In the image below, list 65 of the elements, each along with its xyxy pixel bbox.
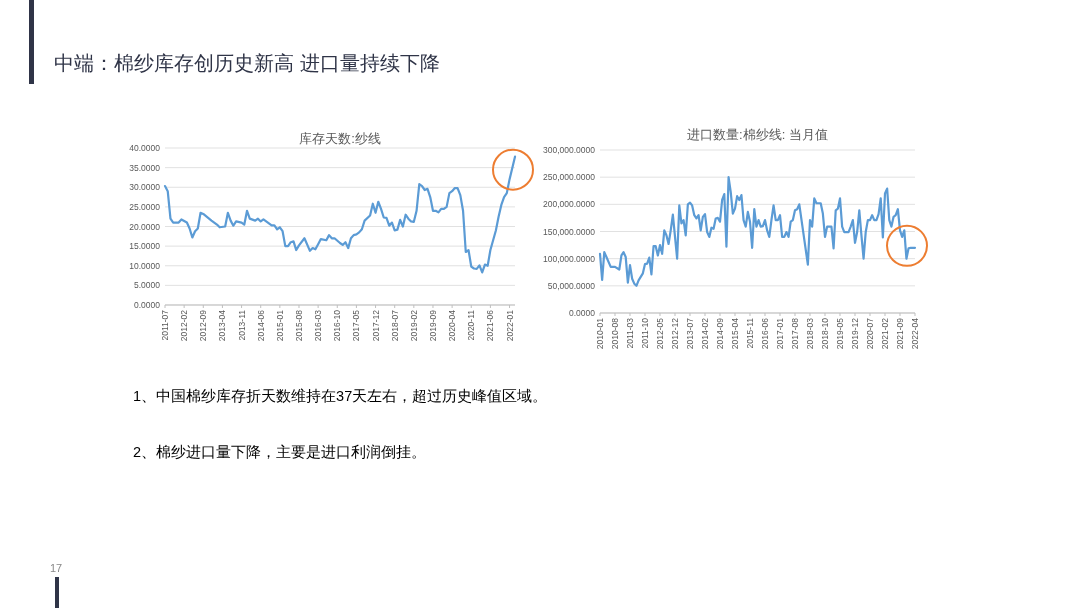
y-tick-label: 100,000.0000 xyxy=(543,253,596,264)
x-tick-label: 2022-01 xyxy=(504,309,515,342)
x-tick-label: 2016-06 xyxy=(760,317,770,350)
y-tick-label: 250,000.0000 xyxy=(543,172,596,183)
y-tick-label: 15.0000 xyxy=(129,241,161,252)
x-tick-label: 2016-03 xyxy=(313,309,324,342)
x-tick-label: 2011-07 xyxy=(160,309,170,341)
x-tick-label: 2010-08 xyxy=(610,317,620,350)
y-tick-label: 20.0000 xyxy=(129,221,161,232)
y-tick-label: 25.0000 xyxy=(129,201,161,212)
x-tick-label: 2017-12 xyxy=(370,309,381,342)
x-tick-label: 2021-06 xyxy=(485,309,496,342)
chart-title: 库存天数:纱线 xyxy=(299,131,381,146)
x-tick-label: 2022-04 xyxy=(910,317,920,350)
x-tick-label: 2012-12 xyxy=(670,317,680,350)
x-tick-label: 2017-05 xyxy=(351,309,362,342)
x-tick-label: 2014-02 xyxy=(700,317,710,350)
x-tick-label: 2015-08 xyxy=(293,309,304,342)
y-tick-label: 50,000.0000 xyxy=(547,280,596,291)
y-tick-label: 10.0000 xyxy=(129,260,161,271)
y-tick-label: 40.0000 xyxy=(129,143,161,153)
x-tick-label: 2017-08 xyxy=(790,317,800,350)
x-tick-label: 2017-01 xyxy=(775,317,785,350)
text: 2、棉纱进口量下降，主要是进口利润倒挂。 xyxy=(133,444,427,460)
y-tick-label: 35.0000 xyxy=(129,162,161,173)
x-tick-label: 2014-09 xyxy=(715,317,725,350)
y-tick-label: 5.0000 xyxy=(134,280,161,291)
x-tick-label: 2020-04 xyxy=(447,309,458,342)
x-tick-label: 2013-11 xyxy=(236,309,247,341)
y-tick-label: 300,000.0000 xyxy=(543,145,596,155)
x-tick-label: 2021-02 xyxy=(880,317,890,350)
x-tick-label: 2019-02 xyxy=(408,309,419,342)
text: 中端：棉纱库存创历史新高 进口量持续下降 xyxy=(54,52,440,74)
x-tick-label: 2012-05 xyxy=(655,317,665,350)
x-tick-label: 2015-04 xyxy=(730,317,740,350)
y-tick-label: 200,000.0000 xyxy=(543,199,596,210)
x-tick-label: 2021-09 xyxy=(895,317,905,350)
x-tick-label: 2018-10 xyxy=(820,317,830,350)
chart-title: 进口数量:棉纱线: 当月值 xyxy=(687,127,828,142)
x-tick-label: 2013-07 xyxy=(685,317,695,350)
line-series xyxy=(598,176,917,287)
x-tick-label: 2013-04 xyxy=(217,309,228,342)
x-tick-label: 2018-07 xyxy=(389,309,400,342)
y-tick-label: 150,000.0000 xyxy=(543,226,596,237)
x-tick-label: 2014-06 xyxy=(255,309,266,342)
x-tick-label: 2019-09 xyxy=(427,309,438,342)
y-tick-label: 0.0000 xyxy=(134,300,161,310)
y-tick-label: 30.0000 xyxy=(129,182,161,193)
y-tick-label: 0.0000 xyxy=(569,308,596,318)
x-tick-label: 2015-11 xyxy=(745,317,755,349)
text: 1、中国棉纱库存折天数维持在37天左右，超过历史峰值区域。 xyxy=(133,388,548,404)
line-series xyxy=(163,155,517,274)
x-tick-label: 2012-02 xyxy=(179,309,190,342)
x-tick-label: 2016-10 xyxy=(332,309,343,342)
x-tick-label: 2020-07 xyxy=(865,317,875,350)
x-tick-label: 2020-11 xyxy=(466,309,477,341)
x-tick-label: 2011-03 xyxy=(625,317,635,349)
x-tick-label: 2019-12 xyxy=(850,317,860,350)
x-tick-label: 2011-10 xyxy=(640,317,650,349)
x-tick-label: 2012-09 xyxy=(198,309,209,342)
text: 17 xyxy=(50,562,63,574)
x-tick-label: 2019-05 xyxy=(835,317,845,350)
x-tick-label: 2015-01 xyxy=(274,309,285,342)
x-tick-label: 2010-01 xyxy=(595,317,605,350)
x-tick-label: 2018-03 xyxy=(805,317,815,350)
